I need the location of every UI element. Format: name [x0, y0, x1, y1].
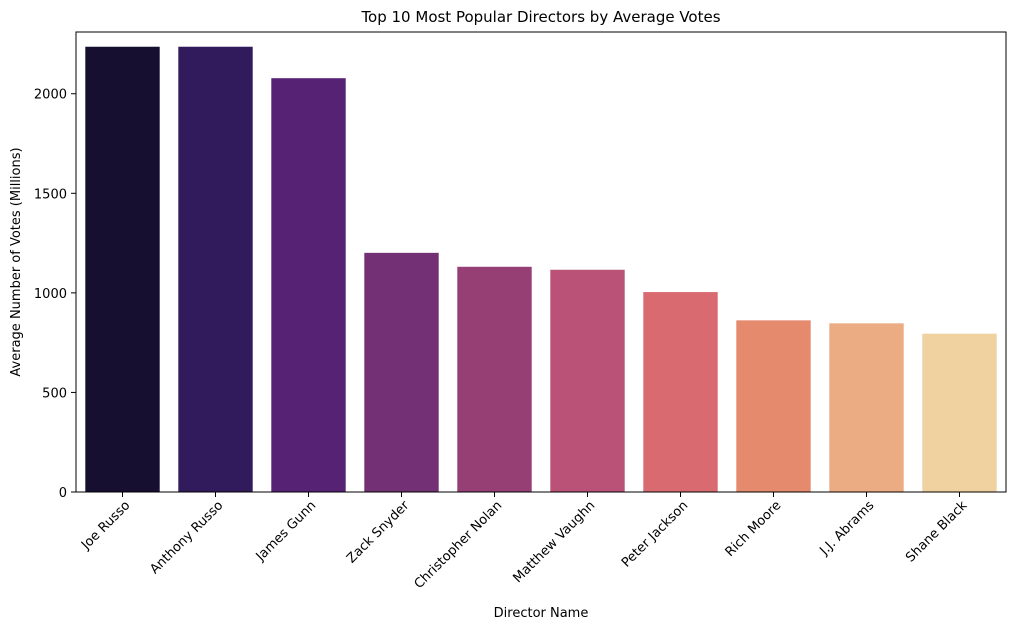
- bar-peter-jackson: [643, 292, 718, 492]
- x-tick-label: Zack Snyder: [344, 498, 413, 567]
- bar-shane-black: [922, 333, 997, 492]
- bar-james-gunn: [271, 78, 346, 493]
- x-tick-label: Rich Moore: [723, 498, 785, 560]
- y-tick-label: 500: [42, 386, 67, 401]
- x-tick-label: Christopher Nolan: [412, 498, 506, 592]
- bar-christopher-nolan: [457, 266, 532, 492]
- y-ticks-group: 0 500 1000 1500 2000: [34, 88, 76, 501]
- x-tick-label: Joe Russo: [78, 498, 133, 553]
- y-tick-label: 2000: [34, 88, 67, 103]
- y-tick-label: 1000: [34, 287, 67, 302]
- y-axis-title: Average Number of Votes (Millions): [9, 147, 24, 376]
- x-tick-label: Anthony Russo: [147, 498, 226, 577]
- bars-group: [85, 46, 997, 493]
- chart-title: Top 10 Most Popular Directors by Average…: [360, 8, 720, 26]
- x-tick-label: James Gunn: [253, 498, 320, 565]
- bar-rich-moore: [736, 320, 811, 492]
- bar-zack-snyder: [364, 252, 439, 492]
- bar-j-j-abrams: [829, 323, 904, 492]
- x-tick-label: Matthew Vaughn: [511, 498, 599, 586]
- x-axis-title: Director Name: [494, 606, 589, 621]
- x-tick-label: Shane Black: [903, 498, 971, 566]
- y-tick-label: 1500: [34, 187, 67, 202]
- bar-joe-russo: [85, 46, 160, 492]
- x-tick-label: Peter Jackson: [619, 498, 691, 570]
- x-tick-label: J.J. Abrams: [817, 498, 878, 559]
- x-ticks-group: Joe Russo Anthony Russo James Gunn Zack Sny…: [78, 492, 971, 592]
- bar-anthony-russo: [178, 46, 253, 492]
- y-tick-label: 0: [59, 486, 67, 501]
- bar-matthew-vaughn: [550, 269, 625, 492]
- plot-frame: [75, 31, 1007, 493]
